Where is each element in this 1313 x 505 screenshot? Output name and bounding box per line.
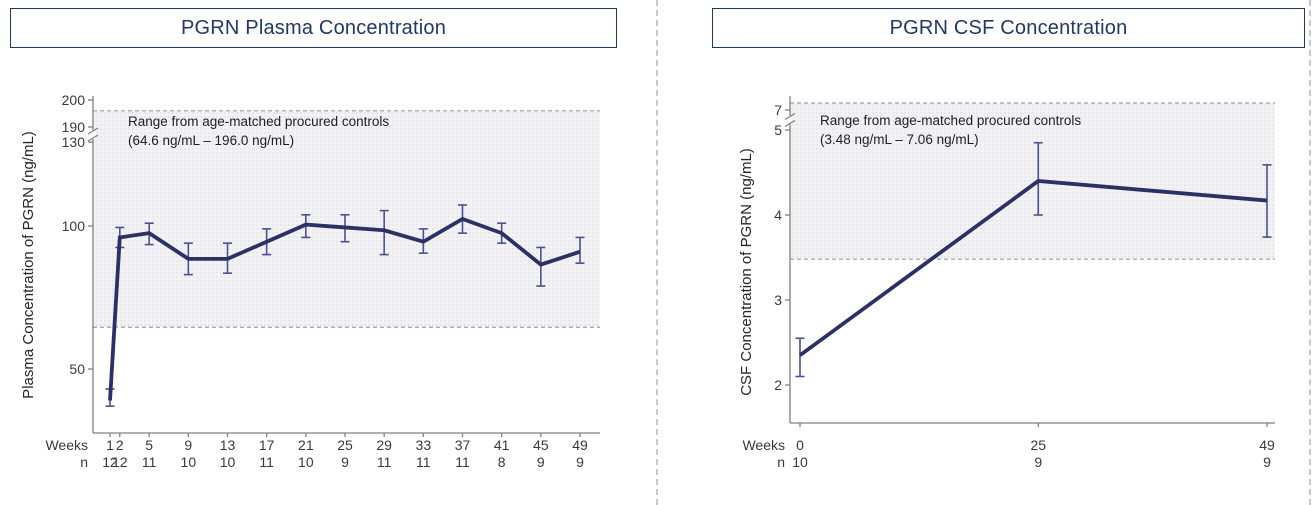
x-axis bbox=[93, 432, 600, 437]
svg-text:(64.6 ng/mL – 196.0 ng/mL): (64.6 ng/mL – 196.0 ng/mL) bbox=[128, 133, 294, 148]
week-label: 33 bbox=[416, 437, 432, 453]
weeks-row-label: Weeks bbox=[742, 437, 785, 453]
error-bars bbox=[795, 141, 1272, 378]
y-tick-label: 2 bbox=[774, 377, 782, 393]
n-label: 11 bbox=[455, 454, 470, 470]
n-label: 10 bbox=[298, 454, 314, 470]
weeks-row-label: Weeks bbox=[45, 437, 88, 453]
y-tick-label: 190 bbox=[62, 119, 86, 135]
n-label: 10 bbox=[220, 454, 236, 470]
week-label: 25 bbox=[337, 437, 353, 453]
n-label: 11 bbox=[259, 454, 274, 470]
n-label: 9 bbox=[576, 454, 584, 470]
y-tick-label: 130 bbox=[62, 134, 86, 150]
y-tick-label: 3 bbox=[774, 292, 782, 308]
csf-chart: Range from age-matched procured controls… bbox=[742, 96, 1275, 470]
n-label: 12 bbox=[102, 454, 118, 470]
n-label: 11 bbox=[377, 454, 392, 470]
week-label: 13 bbox=[220, 437, 236, 453]
plasma-title: PGRN Plasma Concentration bbox=[180, 16, 447, 39]
week-label: 49 bbox=[1259, 437, 1275, 453]
week-label: 5 bbox=[145, 437, 153, 453]
y-axis bbox=[785, 96, 791, 423]
y-axis-break-marks bbox=[784, 112, 796, 128]
y-tick-label: 200 bbox=[62, 92, 86, 108]
n-row-label: n bbox=[777, 454, 785, 470]
control-range-band bbox=[790, 103, 1275, 260]
week-label: 37 bbox=[455, 437, 471, 453]
weeks-row: 0 25 49 Weeks bbox=[742, 437, 1275, 453]
n-label: 12 bbox=[112, 454, 128, 470]
week-label: 49 bbox=[572, 437, 588, 453]
n-label: 9 bbox=[341, 454, 349, 470]
control-range-band bbox=[93, 110, 600, 328]
panel-separator bbox=[656, 0, 658, 505]
right-edge-line bbox=[1309, 0, 1311, 505]
x-axis bbox=[790, 422, 1275, 427]
y-tick-labels: 7 5 4 3 2 bbox=[774, 102, 782, 393]
n-row: 10 9 9 n bbox=[777, 454, 1271, 470]
data-line bbox=[798, 179, 1268, 357]
n-label: 8 bbox=[498, 454, 506, 470]
y-tick-label: 7 bbox=[774, 102, 782, 118]
y-tick-label: 50 bbox=[69, 361, 85, 377]
week-label: 29 bbox=[376, 437, 392, 453]
week-label: 2 bbox=[116, 437, 124, 453]
control-range-annotation: Range from age-matched procured controls… bbox=[128, 114, 389, 148]
n-row-label: n bbox=[80, 454, 88, 470]
control-range-annotation: Range from age-matched procured controls… bbox=[820, 113, 1081, 147]
n-label: 9 bbox=[1034, 454, 1042, 470]
n-label: 11 bbox=[142, 454, 157, 470]
n-label: 10 bbox=[792, 454, 808, 470]
week-label: 25 bbox=[1030, 437, 1046, 453]
svg-text:Range from age-matched procure: Range from age-matched procured controls bbox=[820, 113, 1081, 128]
csf-title-box: PGRN CSF Concentration bbox=[712, 8, 1305, 48]
n-label: 9 bbox=[537, 454, 545, 470]
week-label: 45 bbox=[533, 437, 549, 453]
week-label: 9 bbox=[184, 437, 192, 453]
y-axis bbox=[88, 96, 94, 433]
y-tick-label: 100 bbox=[62, 218, 86, 234]
week-label: 41 bbox=[494, 437, 510, 453]
week-label: 21 bbox=[298, 437, 314, 453]
svg-text:(3.48 ng/mL – 7.06 ng/mL): (3.48 ng/mL – 7.06 ng/mL) bbox=[820, 132, 979, 147]
n-label: 11 bbox=[416, 454, 431, 470]
y-tick-label: 5 bbox=[774, 122, 782, 138]
y-axis-break-marks bbox=[87, 127, 99, 142]
plasma-title-box: PGRN Plasma Concentration bbox=[10, 8, 617, 48]
plasma-chart: Range from age-matched procured controls… bbox=[45, 92, 600, 470]
week-label: 17 bbox=[259, 437, 275, 453]
data-line bbox=[108, 216, 581, 401]
svg-text:Range from age-matched procure: Range from age-matched procured controls bbox=[128, 114, 389, 129]
week-label: 0 bbox=[796, 437, 804, 453]
y-axis-break-gap bbox=[787, 115, 793, 125]
week-label: 1 bbox=[106, 437, 114, 453]
y-tick-label: 4 bbox=[774, 207, 782, 223]
csf-title: PGRN CSF Concentration bbox=[889, 16, 1128, 39]
n-label: 10 bbox=[181, 454, 197, 470]
y-axis-break-gap bbox=[90, 130, 96, 139]
n-label: 9 bbox=[1263, 454, 1271, 470]
